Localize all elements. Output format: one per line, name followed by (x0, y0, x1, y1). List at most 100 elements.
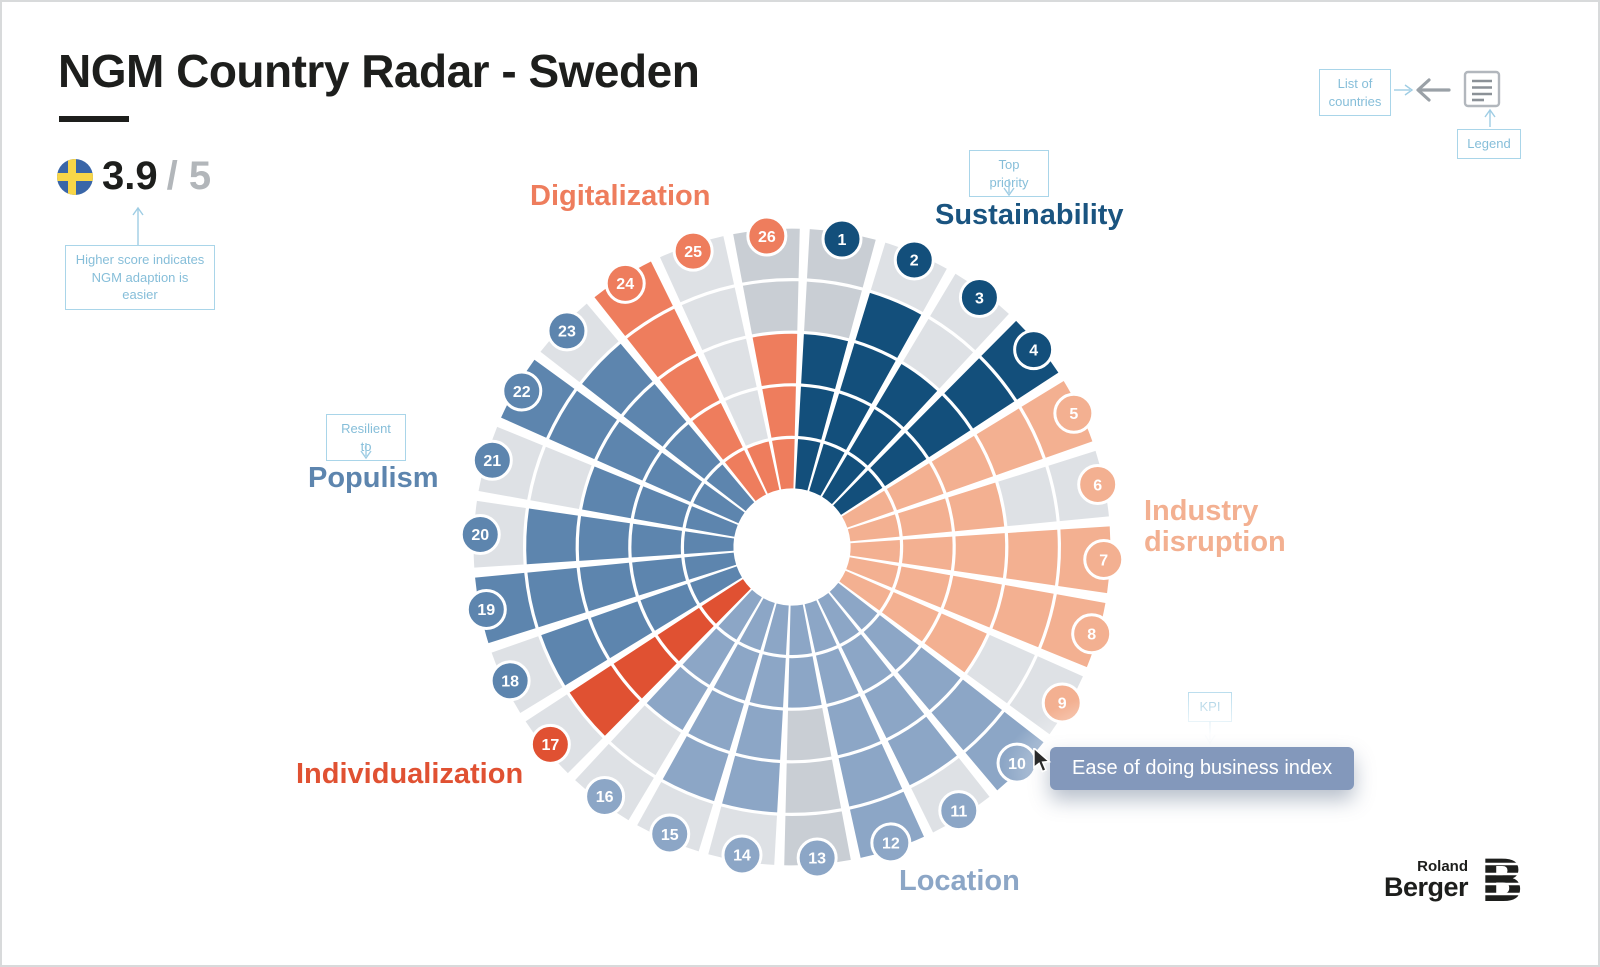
segment-badge-22[interactable]: 22 (501, 370, 543, 412)
radar-cell-18-ring-4[interactable] (541, 618, 608, 686)
radar-cell-15-ring-1[interactable] (739, 598, 775, 651)
radar-cell-3-ring-2[interactable] (849, 409, 902, 466)
radar-cell-5-ring-3[interactable] (931, 435, 994, 493)
radar-cell-16-ring-3[interactable] (646, 666, 708, 730)
segment-badge-14[interactable]: 14 (721, 834, 763, 876)
radar-cell-5-ring-4[interactable] (976, 408, 1043, 476)
radar-cell-17-ring-3[interactable] (613, 636, 677, 699)
radar-cell-26-ring-3[interactable] (752, 333, 798, 387)
radar-cell-3-ring-1[interactable] (822, 454, 866, 505)
segment-badge-19[interactable]: 19 (465, 588, 507, 630)
radar-cell-7-ring-1[interactable] (849, 539, 900, 563)
radar-cell-8-ring-2[interactable] (894, 566, 951, 608)
radar-cell-4-ring-4[interactable] (944, 358, 1015, 429)
radar-cell-8-ring-1[interactable] (846, 557, 899, 588)
radar-cell-13-ring-4[interactable] (785, 759, 842, 813)
radar-cell-20-ring-2[interactable] (631, 523, 682, 558)
radar-cell-17-ring-2[interactable] (657, 607, 714, 662)
radar-cell-10-ring-4[interactable] (931, 679, 1002, 751)
segment-badge-16[interactable]: 16 (584, 775, 626, 817)
radar-cell-1-ring-3[interactable] (801, 334, 849, 389)
radar-cell-9-ring-3[interactable] (924, 613, 987, 673)
radar-cell-22-ring-1[interactable] (693, 483, 745, 524)
radar-cell-2-ring-4[interactable] (855, 292, 922, 358)
radar-cell-11-ring-1[interactable] (817, 592, 859, 644)
segment-badge-2[interactable]: 2 (893, 239, 935, 281)
radar-cell-19-ring-3[interactable] (579, 562, 636, 612)
radar-cell-10-ring-2[interactable] (863, 615, 919, 670)
radar-cell-5-ring-2[interactable] (886, 463, 944, 511)
radar-cell-6-ring-2[interactable] (898, 498, 952, 537)
radar-cell-24-ring-4[interactable] (627, 308, 697, 378)
radar-cell-12-ring-2[interactable] (815, 648, 859, 704)
radar-cell-20-ring-3[interactable] (578, 516, 630, 561)
radar-cell-24-ring-3[interactable] (659, 355, 720, 419)
radar-cell-4-ring-1[interactable] (833, 470, 883, 515)
radar-cell-6-ring-4[interactable] (998, 466, 1057, 527)
radar-cell-2-ring-1[interactable] (809, 443, 845, 496)
radar-cell-19-ring-4[interactable] (527, 567, 586, 628)
radar-cell-18-ring-1[interactable] (690, 566, 742, 604)
radar-cell-1-ring-2[interactable] (798, 386, 835, 440)
radar-cell-25-ring-2[interactable] (725, 390, 769, 446)
radar-cell-23-ring-3[interactable] (623, 384, 687, 447)
radar-cell-10-ring-1[interactable] (829, 582, 878, 630)
radar-cell-14-ring-3[interactable] (735, 705, 783, 760)
radar-cell-10-ring-3[interactable] (897, 647, 961, 710)
radar-cell-20-ring-1[interactable] (684, 531, 735, 555)
radar-cell-24-ring-1[interactable] (725, 450, 767, 502)
radar-cell-5-ring-1[interactable] (842, 490, 894, 528)
segment-badge-18[interactable]: 18 (489, 660, 531, 702)
radar-cell-7-ring-2[interactable] (902, 536, 953, 571)
segment-badge-25[interactable]: 25 (672, 230, 714, 272)
radar-cell-14-ring-4[interactable] (722, 755, 780, 813)
radar-cell-15-ring-4[interactable] (662, 736, 729, 802)
radar-cell-12-ring-3[interactable] (827, 696, 881, 756)
segment-badge-3[interactable]: 3 (958, 277, 1000, 319)
segment-badge-11[interactable]: 11 (938, 790, 980, 832)
segment-badge-9[interactable]: 9 (1041, 682, 1083, 724)
radar-cell-11-ring-3[interactable] (864, 675, 925, 739)
radar-cell-14-ring-2[interactable] (749, 654, 786, 708)
radar-cell-6-ring-1[interactable] (847, 514, 900, 542)
radar-cell-4-ring-2[interactable] (870, 432, 927, 487)
radar-cell-12-ring-1[interactable] (804, 600, 837, 653)
radar-cell-18-ring-2[interactable] (640, 583, 698, 631)
radar-cell-1-ring-1[interactable] (795, 439, 821, 491)
radar-cell-17-ring-4[interactable] (569, 665, 640, 736)
radar-cell-21-ring-4[interactable] (530, 446, 592, 509)
segment-badge-24[interactable]: 24 (604, 262, 646, 304)
radar-cell-25-ring-4[interactable] (681, 287, 746, 351)
segment-badge-13[interactable]: 13 (796, 837, 838, 879)
radar-cell-7-ring-4[interactable] (1006, 529, 1058, 586)
segment-badge-20[interactable]: 20 (459, 513, 501, 555)
radar-cell-18-ring-3[interactable] (590, 601, 653, 659)
segment-badge-7[interactable]: 7 (1083, 539, 1125, 581)
radar-cell-16-ring-2[interactable] (682, 628, 735, 685)
radar-cell-1-ring-4[interactable] (804, 281, 862, 339)
radar-cell-26-ring-1[interactable] (772, 438, 795, 490)
back-arrow-icon[interactable] (1413, 76, 1453, 104)
radar-cell-11-ring-2[interactable] (841, 634, 892, 691)
radar-cell-15-ring-3[interactable] (688, 690, 744, 751)
segment-badge-12[interactable]: 12 (870, 822, 912, 864)
radar-cell-26-ring-4[interactable] (742, 281, 799, 335)
radar-cell-2-ring-3[interactable] (840, 343, 896, 404)
radar-cell-6-ring-3[interactable] (948, 482, 1005, 532)
radar-cell-15-ring-2[interactable] (713, 644, 760, 701)
radar-cell-7-ring-3[interactable] (954, 533, 1006, 578)
radar-cell-25-ring-3[interactable] (703, 338, 757, 398)
segment-badge-4[interactable]: 4 (1013, 329, 1055, 371)
radar-cell-23-ring-1[interactable] (706, 464, 755, 512)
radar-cell-9-ring-1[interactable] (839, 570, 891, 611)
radar-cell-3-ring-3[interactable] (876, 364, 938, 428)
segment-badge-10[interactable]: 10 (996, 742, 1038, 784)
radar-cell-14-ring-1[interactable] (763, 603, 789, 655)
radar-cell-8-ring-3[interactable] (943, 575, 1002, 628)
radar-cell-19-ring-2[interactable] (632, 557, 686, 596)
radar-cell-4-ring-3[interactable] (907, 395, 971, 458)
segment-badge-8[interactable]: 8 (1071, 613, 1113, 655)
radar-cell-19-ring-1[interactable] (684, 552, 737, 580)
radar-cell-22-ring-2[interactable] (645, 452, 703, 502)
segment-badge-21[interactable]: 21 (471, 439, 513, 481)
